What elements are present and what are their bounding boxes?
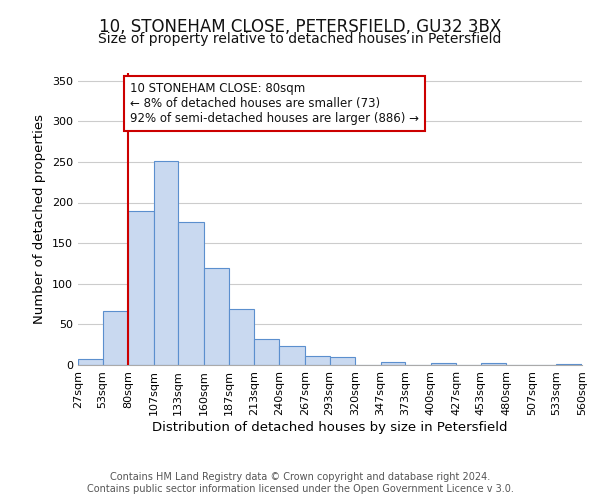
Text: Size of property relative to detached houses in Petersfield: Size of property relative to detached ho… [98,32,502,46]
Text: Contains public sector information licensed under the Open Government Licence v : Contains public sector information licen… [86,484,514,494]
Bar [305,356,329,365]
Bar [229,309,254,365]
Bar [380,362,405,365]
X-axis label: Distribution of detached houses by size in Petersfield: Distribution of detached houses by size … [152,420,508,434]
Bar [254,339,280,365]
Text: Contains HM Land Registry data © Crown copyright and database right 2024.: Contains HM Land Registry data © Crown c… [110,472,490,482]
Bar [431,362,456,365]
Text: 10 STONEHAM CLOSE: 80sqm
← 8% of detached houses are smaller (73)
92% of semi-de: 10 STONEHAM CLOSE: 80sqm ← 8% of detache… [130,82,419,125]
Bar [481,364,506,365]
Bar [329,357,355,365]
Text: 10, STONEHAM CLOSE, PETERSFIELD, GU32 3BX: 10, STONEHAM CLOSE, PETERSFIELD, GU32 3B… [99,18,501,36]
Bar [204,268,229,365]
Bar [103,312,128,365]
Bar [128,212,154,365]
Bar [556,364,582,365]
Bar [78,360,103,365]
Bar [154,161,178,365]
Y-axis label: Number of detached properties: Number of detached properties [34,114,46,324]
Bar [178,222,204,365]
Bar [280,346,305,365]
